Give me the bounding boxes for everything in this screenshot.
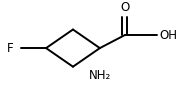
Text: NH₂: NH₂ [89, 69, 111, 81]
Text: F: F [7, 42, 13, 55]
Text: OH: OH [159, 29, 177, 42]
Text: O: O [120, 1, 129, 14]
